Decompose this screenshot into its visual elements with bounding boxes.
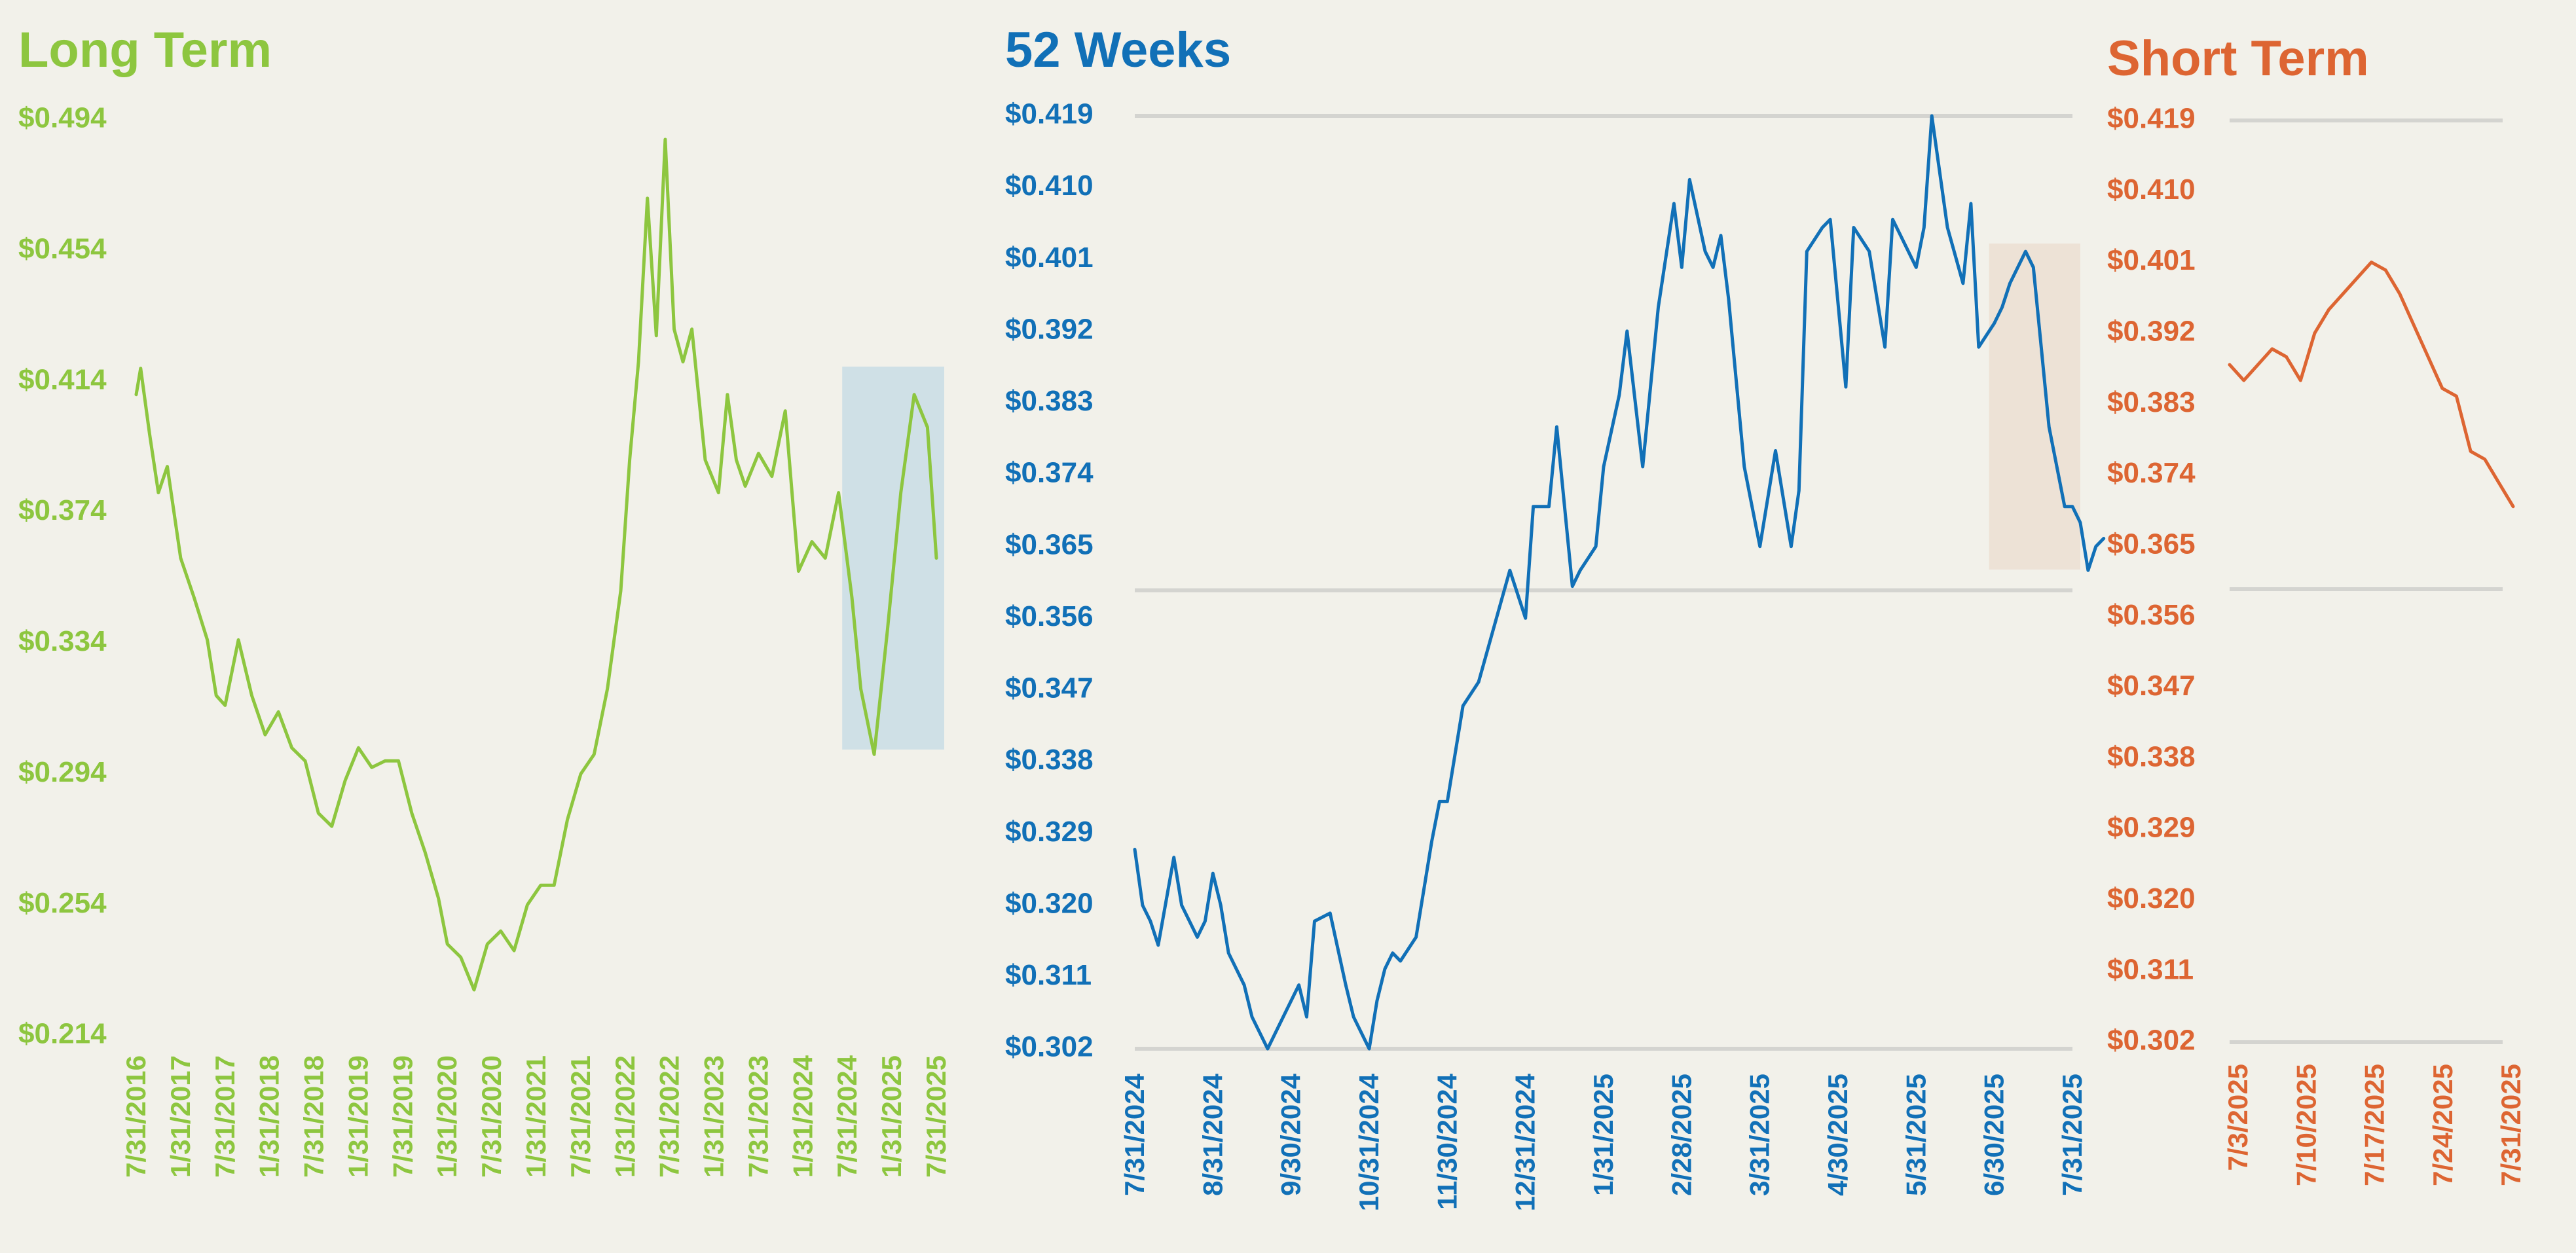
52-weeks-x-tick-label: 3/31/2025 [1744, 1074, 1775, 1196]
52-weeks-series-line [1133, 114, 2106, 1051]
short-term-y-tick-label: $0.311 [2107, 953, 2194, 985]
long-term-x-tick-label: 7/31/2024 [832, 1055, 862, 1177]
long-term-x-tick-label: 1/31/2025 [876, 1055, 907, 1178]
52-weeks-x-tick-label: 4/30/2025 [1822, 1074, 1853, 1196]
long-term-x-tick-label: 7/31/2019 [387, 1055, 418, 1178]
52-weeks-title: 52 Weeks [1005, 22, 1231, 78]
52-weeks-y-tick-label: $0.347 [1005, 672, 1094, 704]
52-weeks-y-tick-label: $0.410 [1005, 170, 1094, 202]
short-term-x-tick-label: 7/17/2025 [2359, 1064, 2390, 1186]
52-weeks-y-tick-label: $0.338 [1005, 744, 1094, 776]
long-term-x-tick-label: 7/31/2016 [120, 1055, 151, 1178]
long-term-x-tick-label: 7/31/2022 [654, 1055, 685, 1178]
long-term-y-tick-label: $0.294 [18, 756, 107, 788]
long-term-x-tick-label: 1/31/2020 [432, 1055, 462, 1178]
long-term-x-tick-label: 1/31/2024 [787, 1055, 818, 1177]
52-weeks-y-tick-label: $0.365 [1005, 528, 1094, 560]
52-weeks-y-tick-label: $0.392 [1005, 313, 1094, 345]
short-term-x-tick-label: 7/3/2025 [2222, 1064, 2253, 1171]
52-weeks-y-tick-label: $0.383 [1005, 385, 1094, 417]
long-term-x-tick-label: 7/31/2018 [299, 1055, 329, 1178]
short-term-y-tick-label: $0.392 [2107, 316, 2196, 348]
52-weeks-y-tick-label: $0.401 [1005, 242, 1094, 274]
long-term-x-tick-label: 1/31/2018 [254, 1055, 285, 1178]
short-term-y-tick-label: $0.338 [2107, 740, 2196, 772]
52-weeks-x-tick-label: 5/31/2025 [1900, 1074, 1931, 1196]
long-term-x-tick-label: 1/31/2019 [342, 1055, 373, 1178]
52-weeks-y-tick-label: $0.329 [1005, 816, 1094, 848]
52-weeks-y-tick-label: $0.374 [1005, 457, 1094, 489]
long-term-x-tick-label: 7/31/2017 [210, 1055, 240, 1178]
long-term-y-tick-label: $0.494 [18, 102, 107, 134]
52-weeks-x-tick-label: 7/31/2025 [2057, 1074, 2088, 1196]
long-term-series-line [134, 137, 938, 992]
short-term-y-tick-label: $0.302 [2107, 1025, 2196, 1057]
short-term-y-tick-label: $0.374 [2107, 457, 2196, 489]
short-term-title: Short Term [2107, 31, 2369, 86]
long-term-y-tick-label: $0.374 [18, 494, 107, 526]
52-weeks-x-tick-label: 11/30/2024 [1431, 1073, 1462, 1210]
short-term-series-line [2228, 261, 2515, 509]
long-term-y-tick-label: $0.334 [18, 625, 107, 657]
52-weeks-x-tick-label: 1/31/2025 [1588, 1074, 1619, 1196]
long-term-title: Long Term [18, 22, 272, 78]
52-weeks-x-tick-label: 7/31/2024 [1119, 1073, 1150, 1195]
long-term-y-tick-label: $0.254 [18, 887, 107, 919]
long-term-x-tick-label: 1/31/2017 [165, 1055, 196, 1178]
52-weeks-x-tick-label: 8/31/2024 [1197, 1073, 1228, 1195]
short-term-x-tick-label: 7/31/2025 [2495, 1064, 2526, 1186]
long-term-y-tick-label: $0.214 [18, 1018, 107, 1050]
long-term-x-tick-label: 7/31/2020 [476, 1055, 507, 1178]
short-term-y-tick-label: $0.419 [2107, 103, 2196, 135]
short-term-x-tick-label: 7/10/2025 [2291, 1064, 2321, 1186]
52-weeks-y-tick-label: $0.320 [1005, 887, 1094, 919]
52-weeks-x-tick-label: 12/31/2024 [1510, 1073, 1541, 1211]
52-weeks-x-tick-label: 6/30/2025 [1979, 1074, 2010, 1196]
short-term-y-tick-label: $0.329 [2107, 812, 2196, 844]
short-term-y-tick-label: $0.347 [2107, 670, 2196, 702]
long-term-x-tick-label: 1/31/2021 [521, 1055, 551, 1178]
52-weeks-x-tick-label: 2/28/2025 [1666, 1074, 1697, 1196]
short-term-chart: Short Term $0.419 $0.410 $0.401 $0.392 $0.383… [2107, 31, 2526, 1186]
52-weeks-x-tick-label: 9/30/2024 [1276, 1073, 1306, 1195]
52-weeks-y-tick-label: $0.311 [1005, 959, 1092, 991]
52-weeks-y-tick-label: $0.419 [1005, 98, 1094, 130]
long-term-x-tick-label: 1/31/2023 [699, 1055, 729, 1178]
short-term-y-tick-label: $0.401 [2107, 244, 2196, 276]
short-term-y-tick-label: $0.383 [2107, 386, 2196, 418]
long-term-x-tick-label: 7/31/2025 [921, 1055, 951, 1178]
short-term-y-tick-label: $0.320 [2107, 882, 2196, 915]
short-term-x-tick-label: 7/24/2025 [2427, 1064, 2458, 1186]
long-term-y-tick-label: $0.454 [18, 232, 107, 264]
52-weeks-chart: 52 Weeks $0.419 $0.410 $0.401 $0.392 $0.383 $0… [1005, 22, 2106, 1211]
52-weeks-x-tick-label: 10/31/2024 [1353, 1073, 1384, 1211]
long-term-x-tick-label: 1/31/2022 [610, 1055, 640, 1178]
short-term-y-tick-label: $0.356 [2107, 599, 2196, 631]
long-term-x-tick-label: 7/31/2023 [743, 1055, 773, 1178]
short-term-y-tick-label: $0.410 [2107, 173, 2196, 206]
long-term-x-tick-label: 7/31/2021 [565, 1055, 596, 1178]
long-term-y-tick-label: $0.414 [18, 363, 107, 395]
long-term-chart: Long Term $0.494 $0.454 $0.414 $0.374 $0.334 $… [18, 22, 951, 1178]
52-weeks-y-tick-label: $0.356 [1005, 600, 1094, 632]
52-weeks-y-tick-label: $0.302 [1005, 1031, 1094, 1063]
short-term-y-tick-label: $0.365 [2107, 528, 2196, 560]
